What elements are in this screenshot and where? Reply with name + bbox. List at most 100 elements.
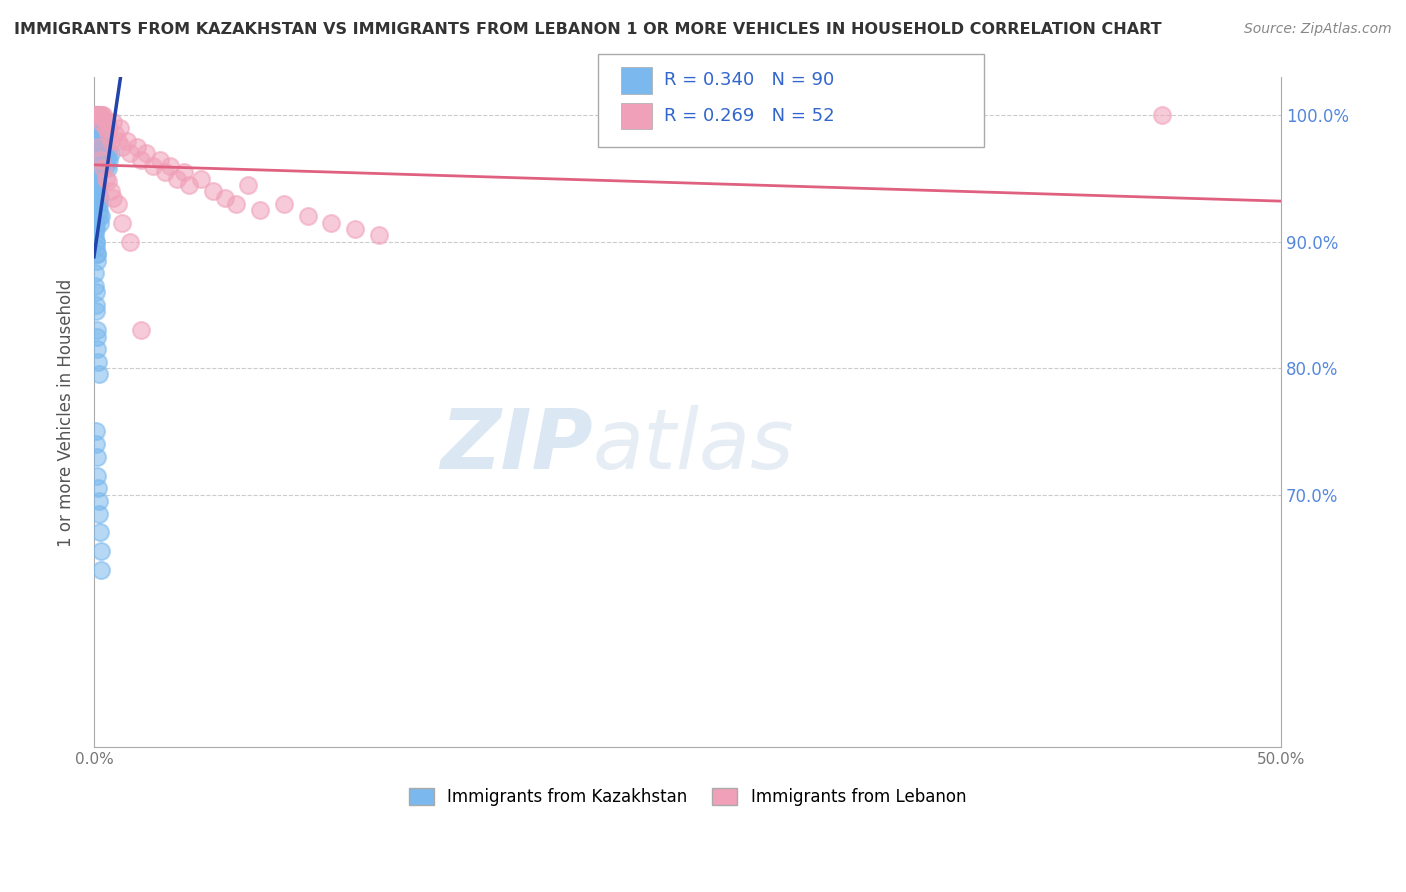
Point xyxy=(91,153,114,167)
Point xyxy=(84,108,107,122)
Point xyxy=(173,165,195,179)
Point xyxy=(131,153,153,167)
Point xyxy=(115,134,138,148)
Point xyxy=(87,184,110,198)
Point xyxy=(94,171,117,186)
Text: Source: ZipAtlas.com: Source: ZipAtlas.com xyxy=(1244,22,1392,37)
Point xyxy=(142,159,165,173)
Point xyxy=(84,235,107,249)
Point xyxy=(94,153,117,167)
Point xyxy=(91,140,114,154)
Text: atlas: atlas xyxy=(592,405,794,486)
Point xyxy=(89,108,111,122)
Point xyxy=(93,108,115,122)
Point xyxy=(84,159,107,173)
Point xyxy=(90,563,112,577)
Point xyxy=(86,165,108,179)
Point xyxy=(297,210,319,224)
Point xyxy=(86,108,108,122)
Point xyxy=(93,161,115,176)
Point xyxy=(84,171,107,186)
Point xyxy=(89,216,111,230)
Point xyxy=(1152,108,1174,122)
Point xyxy=(87,355,110,369)
Point xyxy=(89,507,111,521)
Point xyxy=(87,120,110,135)
Point xyxy=(344,222,367,236)
Point xyxy=(84,108,107,122)
Point xyxy=(321,216,343,230)
Point xyxy=(86,468,108,483)
Point xyxy=(89,120,111,135)
Point xyxy=(118,235,141,249)
Point xyxy=(135,146,157,161)
Point xyxy=(90,146,112,161)
Point xyxy=(90,544,112,558)
Point xyxy=(101,190,124,204)
Point xyxy=(91,108,114,122)
Point xyxy=(97,174,120,188)
Point xyxy=(100,184,122,198)
Point xyxy=(87,368,110,382)
Point xyxy=(86,323,108,337)
Point xyxy=(86,171,108,186)
Point xyxy=(86,178,108,192)
Point xyxy=(84,222,107,236)
Point xyxy=(84,216,107,230)
Point xyxy=(101,114,124,128)
Point xyxy=(84,228,107,243)
Text: ZIP: ZIP xyxy=(440,405,592,486)
Point xyxy=(107,134,129,148)
Point xyxy=(93,134,115,148)
Point xyxy=(87,108,110,122)
Point xyxy=(100,146,122,161)
Point xyxy=(96,114,118,128)
Point xyxy=(84,425,107,439)
Point xyxy=(86,253,108,268)
Point xyxy=(98,120,121,135)
Point xyxy=(87,203,110,218)
Point xyxy=(93,146,115,161)
Point xyxy=(249,203,271,218)
Point xyxy=(367,228,389,243)
Point xyxy=(108,120,131,135)
Point xyxy=(90,146,112,161)
Point xyxy=(90,210,112,224)
Point xyxy=(89,134,111,148)
Point xyxy=(84,222,107,236)
Point xyxy=(118,146,141,161)
Point xyxy=(96,153,118,167)
Point xyxy=(87,494,110,508)
Point xyxy=(89,190,111,204)
Point xyxy=(86,184,108,198)
Point xyxy=(86,329,108,343)
Point xyxy=(87,108,110,122)
Point xyxy=(89,525,111,540)
Point xyxy=(104,128,127,142)
Point xyxy=(93,159,115,173)
Point xyxy=(91,128,114,142)
Point xyxy=(86,128,108,142)
Point xyxy=(94,159,117,173)
Point xyxy=(84,114,107,128)
Point xyxy=(201,184,224,198)
Point xyxy=(94,120,117,135)
Point xyxy=(86,247,108,261)
Point xyxy=(84,108,107,122)
Point xyxy=(86,190,108,204)
Point xyxy=(166,171,188,186)
Point xyxy=(93,140,115,154)
Point xyxy=(84,437,107,451)
Point xyxy=(90,114,112,128)
Point xyxy=(86,450,108,464)
Point xyxy=(84,120,107,135)
Point xyxy=(90,114,112,128)
Point xyxy=(84,298,107,312)
Point xyxy=(84,165,107,179)
Point xyxy=(94,146,117,161)
Point xyxy=(98,153,121,167)
Point xyxy=(87,197,110,211)
Point xyxy=(131,323,153,337)
Point xyxy=(90,140,112,154)
Point xyxy=(84,279,107,293)
